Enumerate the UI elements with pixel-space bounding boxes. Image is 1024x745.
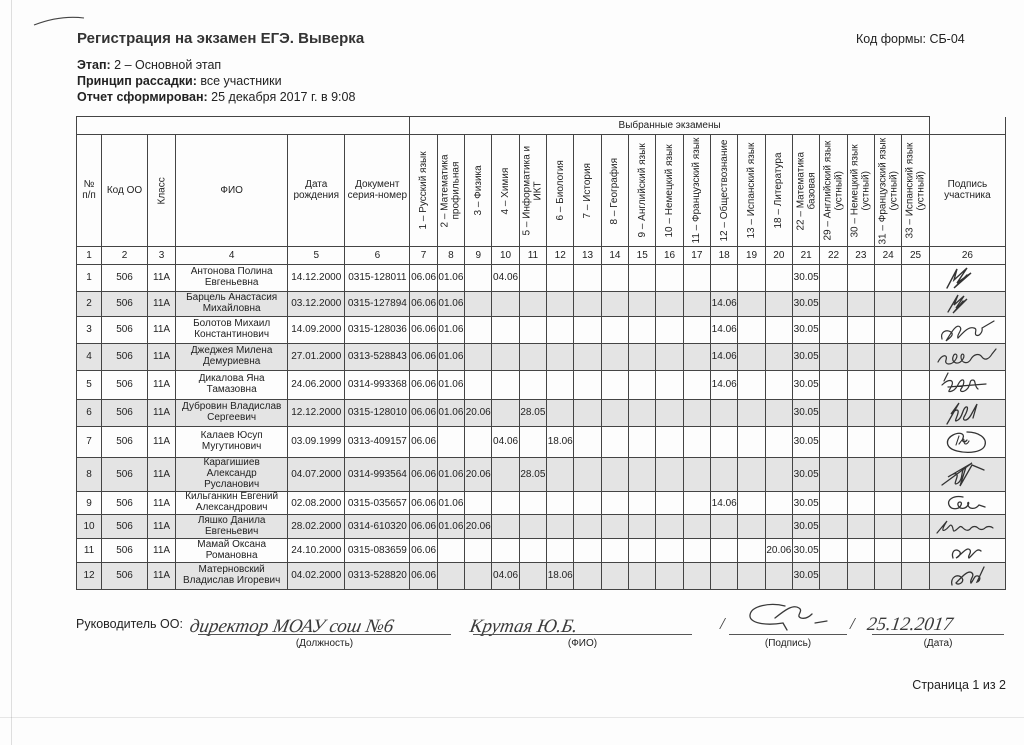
svg-text:25.12.2017: 25.12.2017: [866, 614, 956, 635]
